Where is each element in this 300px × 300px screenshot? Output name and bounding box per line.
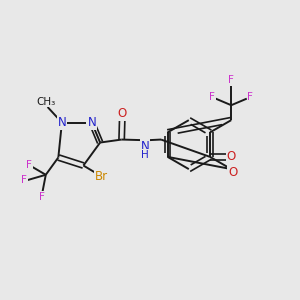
Text: F: F xyxy=(248,92,253,102)
Text: N: N xyxy=(140,140,149,153)
Text: F: F xyxy=(228,75,234,85)
Text: CH₃: CH₃ xyxy=(37,97,56,106)
Text: F: F xyxy=(26,160,32,170)
Text: O: O xyxy=(228,166,237,179)
Text: O: O xyxy=(118,107,127,120)
Text: Br: Br xyxy=(95,170,109,183)
Text: O: O xyxy=(226,150,236,164)
Text: N: N xyxy=(58,116,66,129)
Text: F: F xyxy=(209,92,215,102)
Text: H: H xyxy=(141,150,149,160)
Text: F: F xyxy=(39,192,45,202)
Text: F: F xyxy=(21,175,27,185)
Text: N: N xyxy=(87,116,96,129)
